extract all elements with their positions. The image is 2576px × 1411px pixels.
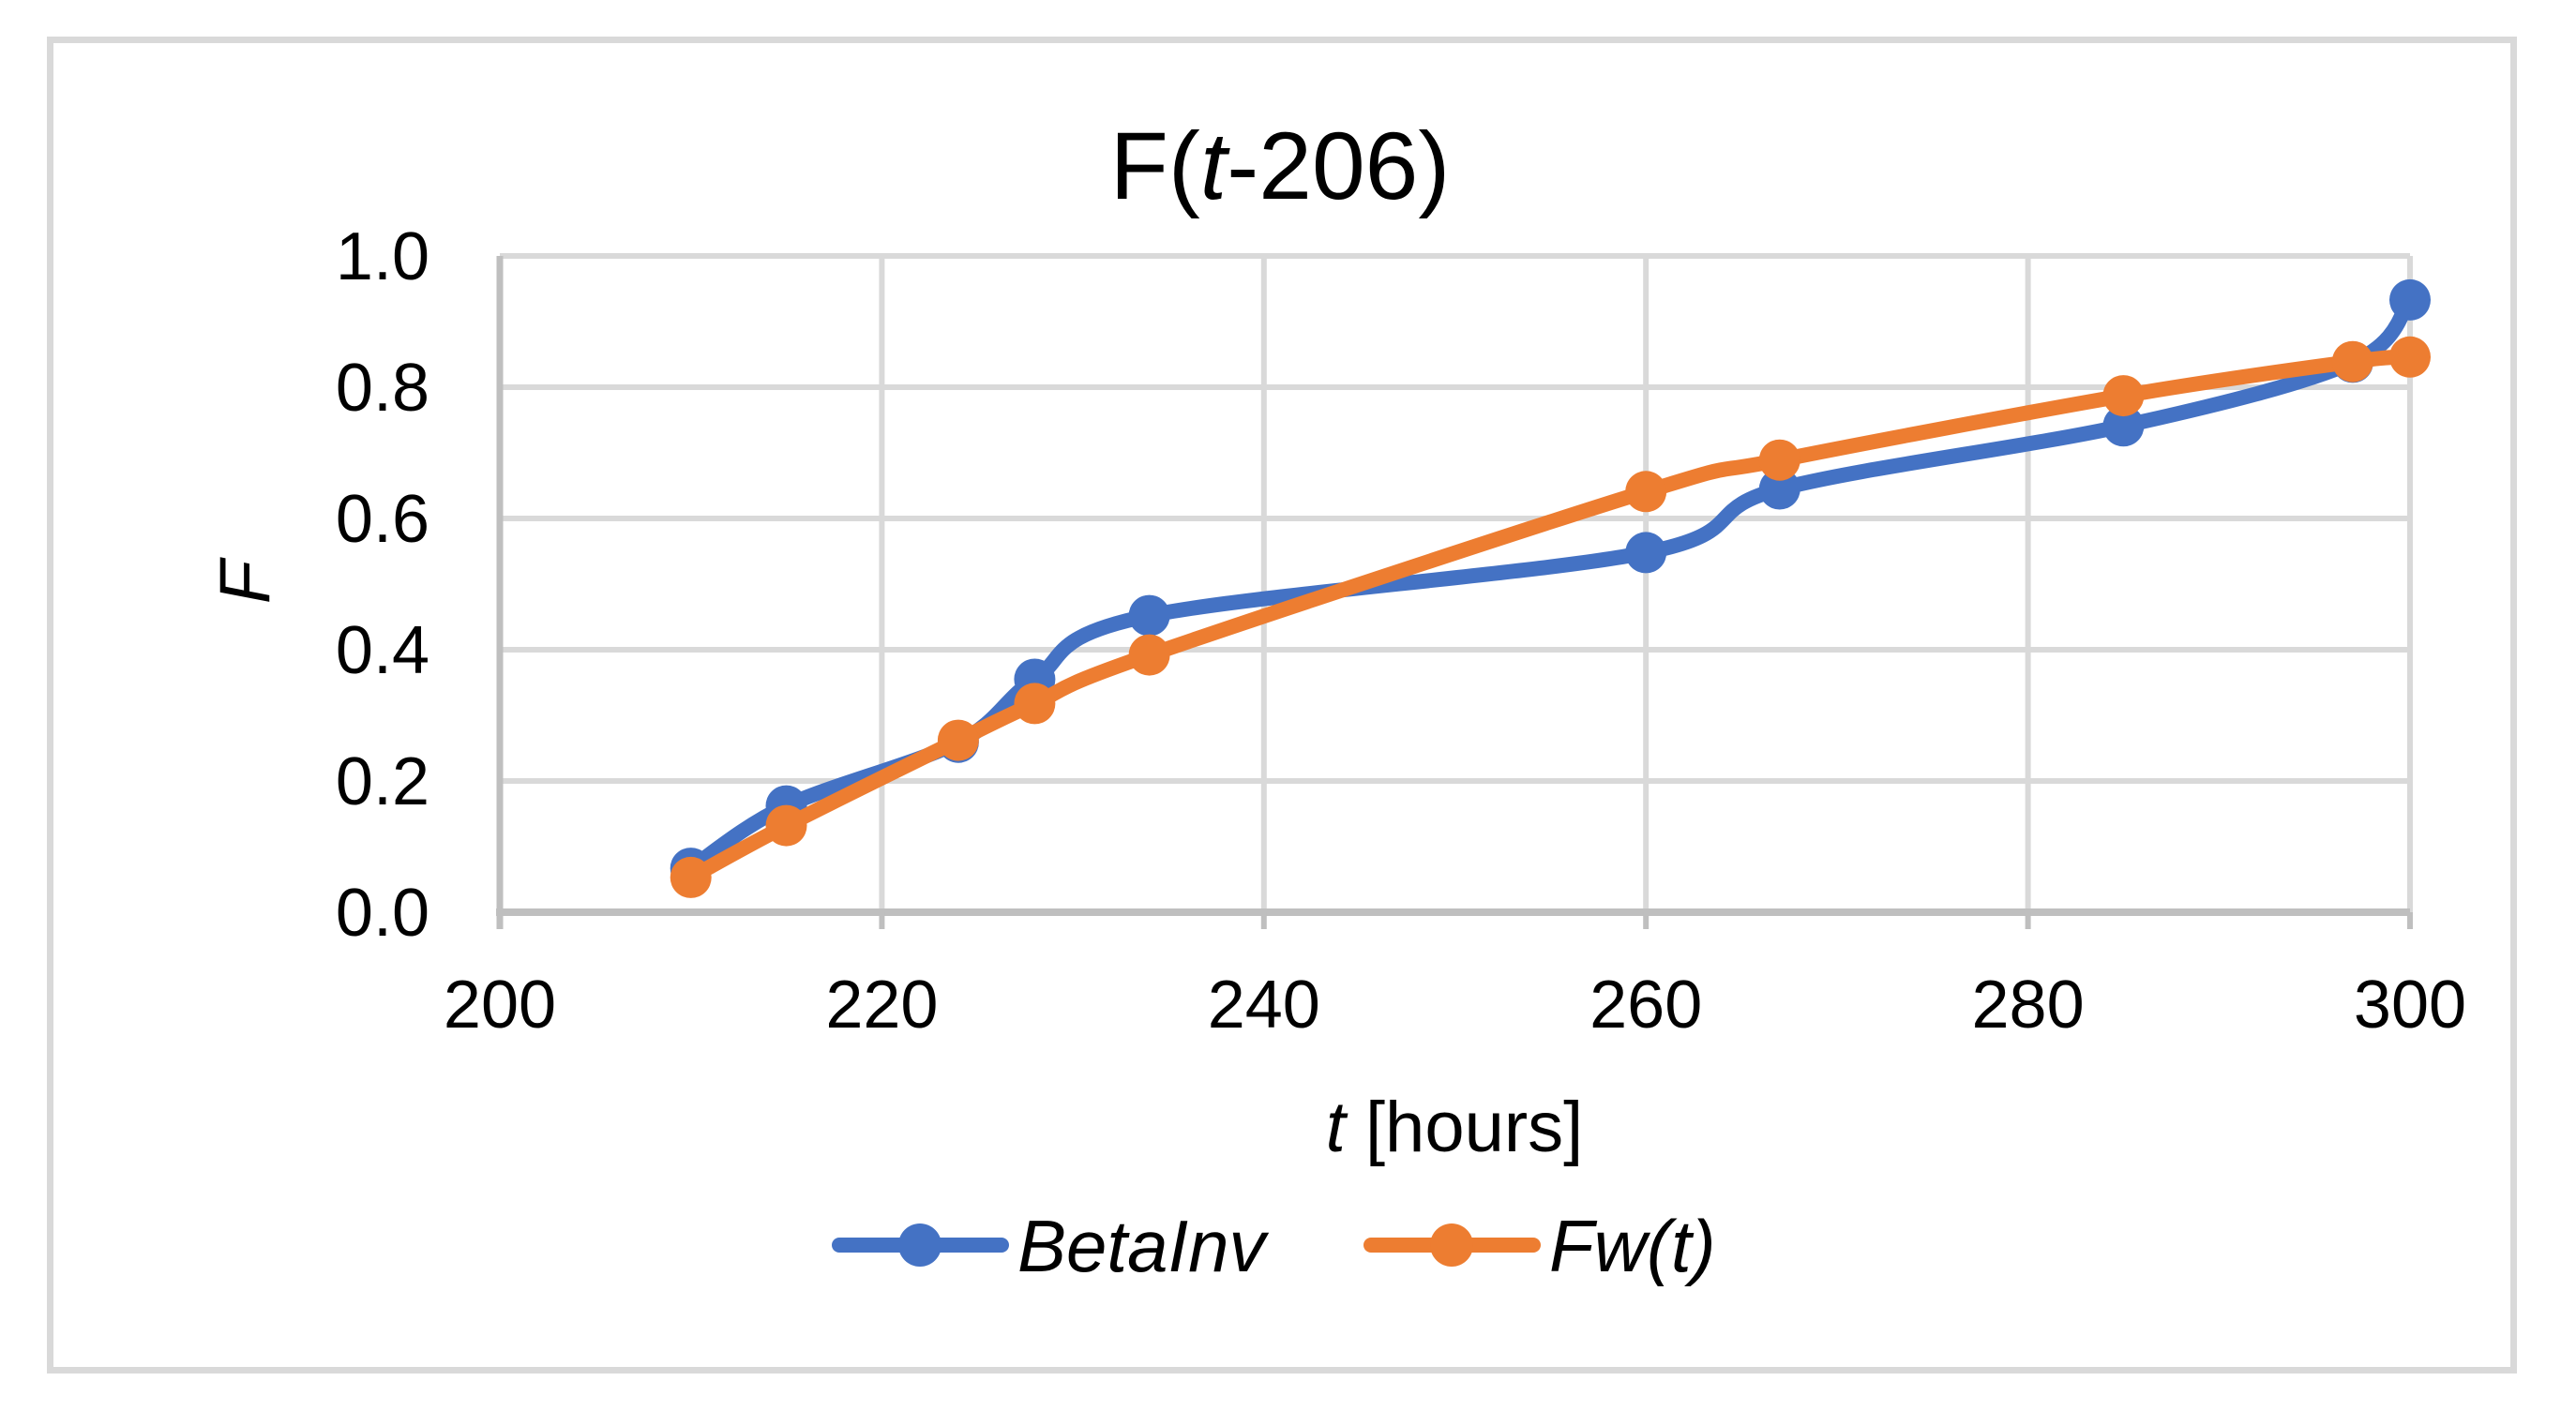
y-axis-title: F: [205, 557, 285, 604]
legend-item-betainv: BetaInv: [832, 1205, 1270, 1287]
x-tick-label: 260: [1589, 968, 1702, 1043]
x-tick-label: 280: [1972, 968, 2085, 1043]
series-marker-fwt: [670, 856, 712, 898]
chart-title-part: t: [1200, 113, 1230, 219]
series-line-fwt: [683, 349, 2418, 885]
y-axis-tick-labels: 0.0 0.2 0.4 0.6 0.8 1.0: [336, 219, 429, 951]
series-marker-fwt: [2102, 375, 2145, 417]
chart-title-part: F(: [1110, 113, 1200, 219]
x-tick-label: 240: [1208, 968, 1320, 1043]
series-fwt: [670, 336, 2431, 898]
gridlines: [500, 253, 2413, 912]
series-marker-betainv: [1625, 532, 1667, 574]
x-tick-label: 300: [2354, 968, 2466, 1043]
series-marker-betainv: [2102, 405, 2145, 447]
y-tick-label: 1.0: [336, 219, 429, 294]
x-tick-label: 200: [444, 968, 556, 1043]
x-axis-title: t [hours]: [1326, 1088, 1584, 1167]
series-marker-betainv: [1758, 468, 1800, 510]
y-tick-label: 0.8: [336, 351, 429, 426]
legend-label-fwt: Fw(t): [1549, 1205, 1716, 1287]
y-tick-label: 0.4: [336, 613, 429, 688]
axis-lines: [496, 256, 2410, 929]
chart-title: F(t-206): [1110, 113, 1451, 219]
x-axis-title-part: [hours]: [1346, 1088, 1583, 1167]
x-axis-tick-labels: 200 220 240 260 280 300: [444, 968, 2466, 1043]
chart-border: [47, 37, 2517, 1373]
x-axis-title-part: t: [1326, 1088, 1348, 1167]
y-tick-label: 0.2: [336, 744, 429, 819]
series-marker-betainv: [2389, 278, 2431, 321]
legend-item-fwt: Fw(t): [1363, 1205, 1716, 1287]
y-tick-label: 0.6: [336, 482, 429, 557]
legend-marker-fwt: [1430, 1223, 1473, 1267]
chart-title-part: -206): [1227, 113, 1450, 219]
series-marker-fwt: [765, 804, 807, 847]
axis-tick-marks: [497, 912, 2413, 929]
series-marker-fwt: [1128, 634, 1170, 676]
legend: BetaInv Fw(t): [832, 1205, 1716, 1287]
series-marker-fwt: [1014, 683, 1056, 725]
series-marker-fwt: [937, 719, 979, 761]
legend-marker-betainv: [898, 1223, 942, 1267]
legend-label-betainv: BetaInv: [1017, 1205, 1270, 1287]
series-marker-fwt: [1758, 439, 1800, 481]
series-marker-fwt: [2331, 340, 2373, 383]
y-tick-label: 0.0: [336, 876, 429, 951]
series-marker-betainv: [1128, 594, 1170, 637]
series-marker-fwt: [1625, 471, 1667, 513]
x-tick-label: 220: [825, 968, 938, 1043]
series-marker-fwt: [2389, 336, 2431, 378]
plot-series: [670, 278, 2431, 898]
